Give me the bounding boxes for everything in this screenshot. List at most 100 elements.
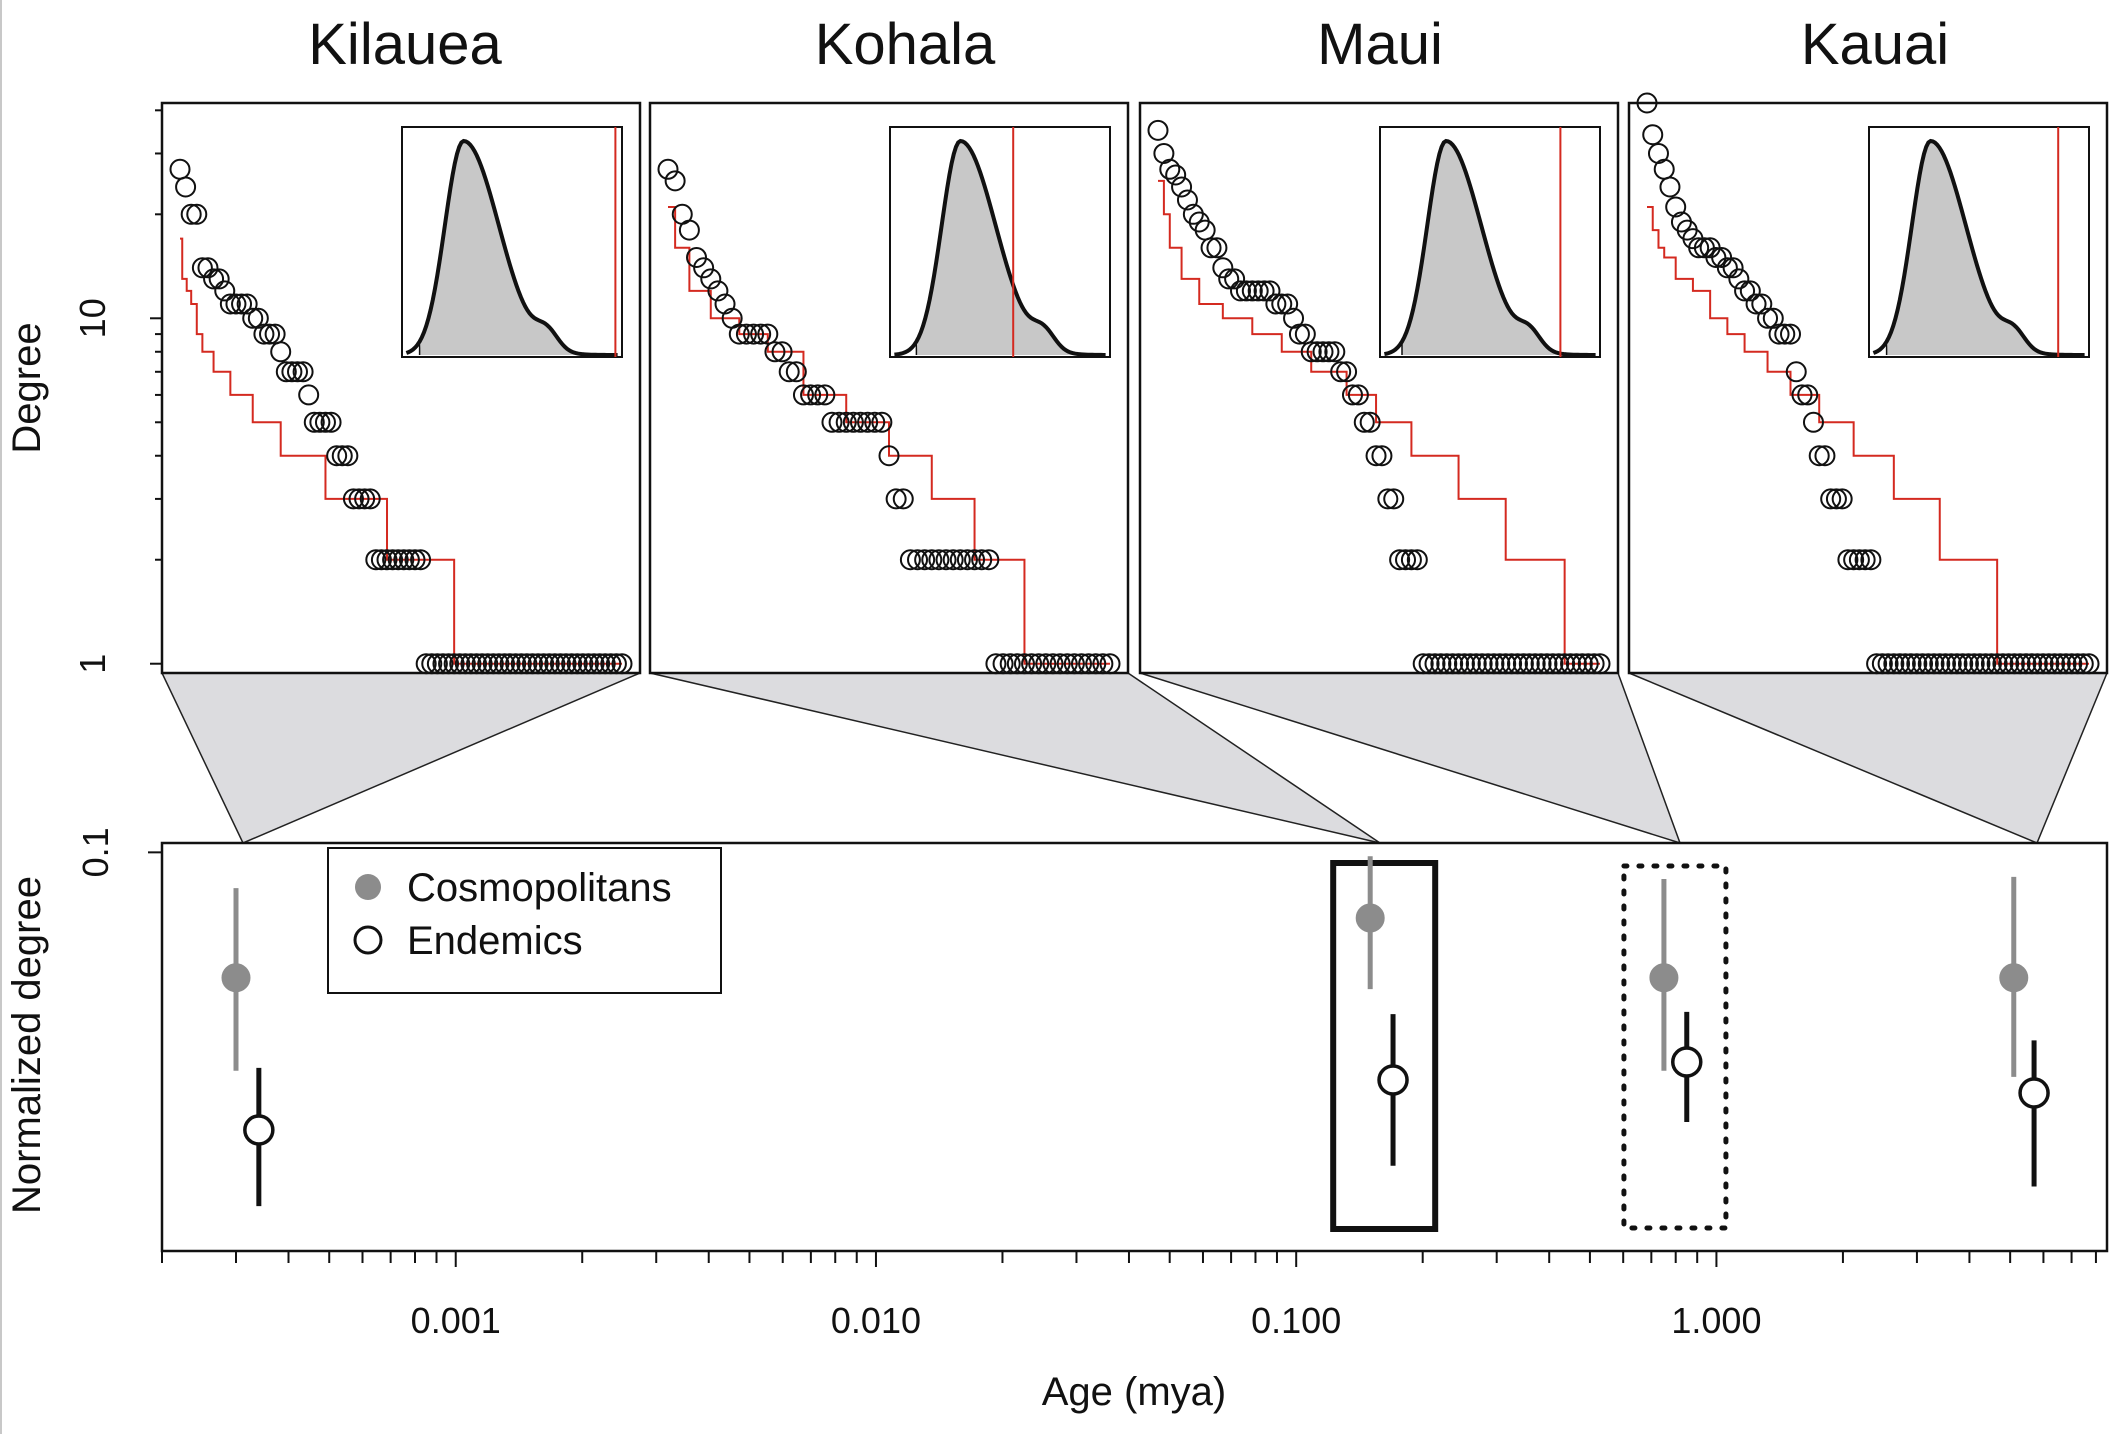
observed-degree-point bbox=[1814, 445, 1836, 467]
legend-symbol-endemics bbox=[353, 925, 383, 955]
observed-degree-point bbox=[505, 653, 527, 675]
observed-degree-point bbox=[1056, 653, 1078, 675]
observed-degree-point bbox=[1224, 268, 1246, 290]
observed-degree-point bbox=[605, 653, 627, 675]
inset-density-curve bbox=[1872, 138, 2085, 357]
legend-label-cosmopolitans: Cosmopolitans bbox=[407, 866, 672, 910]
observed-degree-point bbox=[286, 361, 308, 383]
observed-degree-point bbox=[231, 293, 253, 315]
observed-degree-point bbox=[270, 341, 292, 363]
observed-degree-point bbox=[326, 445, 348, 467]
observed-degree-point bbox=[1917, 653, 1939, 675]
observed-degree-point bbox=[2003, 653, 2025, 675]
highlight-box-dotted bbox=[1621, 863, 1729, 1231]
observed-degree-point bbox=[1518, 653, 1540, 675]
x-tick-label-1-000: 1.000 bbox=[1671, 1300, 1761, 1341]
x-tick-label-0-010: 0.010 bbox=[831, 1300, 921, 1341]
observed-degree-point bbox=[510, 653, 532, 675]
observed-degree-point bbox=[1271, 293, 1293, 315]
observed-degree-point bbox=[2015, 653, 2037, 675]
observed-degree-point bbox=[1900, 653, 1922, 675]
observed-degree-point bbox=[197, 257, 219, 279]
observed-degree-point bbox=[1536, 653, 1558, 675]
panel-kohala bbox=[648, 101, 1130, 675]
observed-degree-point bbox=[1831, 488, 1853, 510]
inset-density-maui bbox=[1379, 126, 1601, 358]
observed-degree-point bbox=[956, 549, 978, 571]
observed-degree-point bbox=[1200, 237, 1222, 259]
observed-degree-point bbox=[2072, 653, 2094, 675]
observed-degree-point bbox=[1013, 653, 1035, 675]
observed-degree-point bbox=[314, 411, 336, 433]
observed-degree-point bbox=[1802, 411, 1824, 433]
observed-degree-point bbox=[1277, 293, 1299, 315]
zoom-band-kauai bbox=[1628, 672, 2109, 844]
observed-degree-point bbox=[292, 361, 314, 383]
observed-degree-point bbox=[421, 653, 443, 675]
observed-degree-point bbox=[1975, 653, 1997, 675]
observed-degree-point bbox=[964, 549, 986, 571]
zoom-bands bbox=[160, 672, 2109, 845]
observed-degree-point bbox=[1078, 653, 1100, 675]
observed-degree-point bbox=[1512, 653, 1534, 675]
observed-degree-point bbox=[387, 549, 409, 571]
observed-degree-point bbox=[2049, 653, 2071, 675]
x-tick-label-0-100: 0.100 bbox=[1251, 1300, 1341, 1341]
observed-degree-point bbox=[1247, 280, 1269, 302]
expected-degree-line bbox=[668, 205, 1110, 665]
observed-degree-point bbox=[538, 653, 560, 675]
observed-degree-point bbox=[320, 411, 342, 433]
observed-degree-point bbox=[1530, 653, 1552, 675]
observed-degree-point bbox=[785, 361, 807, 383]
observed-degree-point bbox=[180, 203, 202, 225]
observed-degree-point bbox=[1825, 488, 1847, 510]
observed-degree-point bbox=[2044, 653, 2066, 675]
point-endemics bbox=[1377, 1064, 1409, 1096]
observed-degree-point bbox=[225, 293, 247, 315]
observed-degree-point bbox=[1171, 176, 1193, 198]
point-endemics bbox=[1671, 1046, 1703, 1078]
observed-degree-point bbox=[303, 411, 325, 433]
observed-degree-point bbox=[1940, 653, 1962, 675]
y-axis-label-normalized-degree: Normalized degree bbox=[5, 876, 49, 1214]
observed-degree-point bbox=[1049, 653, 1071, 675]
observed-degree-point bbox=[348, 488, 370, 510]
observed-degree-point bbox=[1583, 653, 1605, 675]
observed-degree-point bbox=[1042, 653, 1064, 675]
observed-degree-point bbox=[849, 411, 871, 433]
observed-degree-point bbox=[1483, 653, 1505, 675]
observed-degree-point bbox=[1259, 280, 1281, 302]
observed-degree-point bbox=[1820, 488, 1842, 510]
observed-degree-point bbox=[1501, 653, 1523, 675]
observed-degree-point bbox=[527, 653, 549, 675]
observed-degree-point bbox=[449, 653, 471, 675]
inset-density-area bbox=[916, 141, 1075, 355]
observed-degree-point bbox=[1365, 445, 1387, 467]
observed-degree-point bbox=[978, 549, 1000, 571]
observed-degree-point bbox=[1722, 257, 1744, 279]
observed-degree-point bbox=[549, 653, 571, 675]
observed-degree-point bbox=[1734, 280, 1756, 302]
observed-degree-point bbox=[700, 268, 722, 290]
observed-degree-point bbox=[1998, 653, 2020, 675]
panel-kilauea bbox=[160, 101, 642, 675]
observed-degree-point bbox=[1871, 653, 1893, 675]
observed-degree-point bbox=[247, 307, 269, 329]
observed-degree-point bbox=[1070, 653, 1092, 675]
legend-symbol-cosmopolitans bbox=[355, 874, 381, 900]
observed-degree-point bbox=[242, 307, 264, 329]
series-cosmopolitans bbox=[221, 856, 2029, 1077]
observed-degree-point bbox=[1992, 653, 2014, 675]
observed-degree-point bbox=[1929, 653, 1951, 675]
observed-degree-point bbox=[1642, 124, 1664, 146]
observed-degree-point bbox=[1636, 92, 1658, 114]
y-axis-normalized bbox=[148, 851, 162, 854]
series-endemics bbox=[243, 1011, 2050, 1207]
observed-degree-point bbox=[1860, 549, 1882, 571]
observed-degree-point bbox=[1843, 549, 1865, 571]
observed-degree-point bbox=[735, 323, 757, 345]
observed-degree-point bbox=[1353, 411, 1375, 433]
observed-degree-point bbox=[1986, 653, 2008, 675]
observed-degree-point bbox=[1877, 653, 1899, 675]
